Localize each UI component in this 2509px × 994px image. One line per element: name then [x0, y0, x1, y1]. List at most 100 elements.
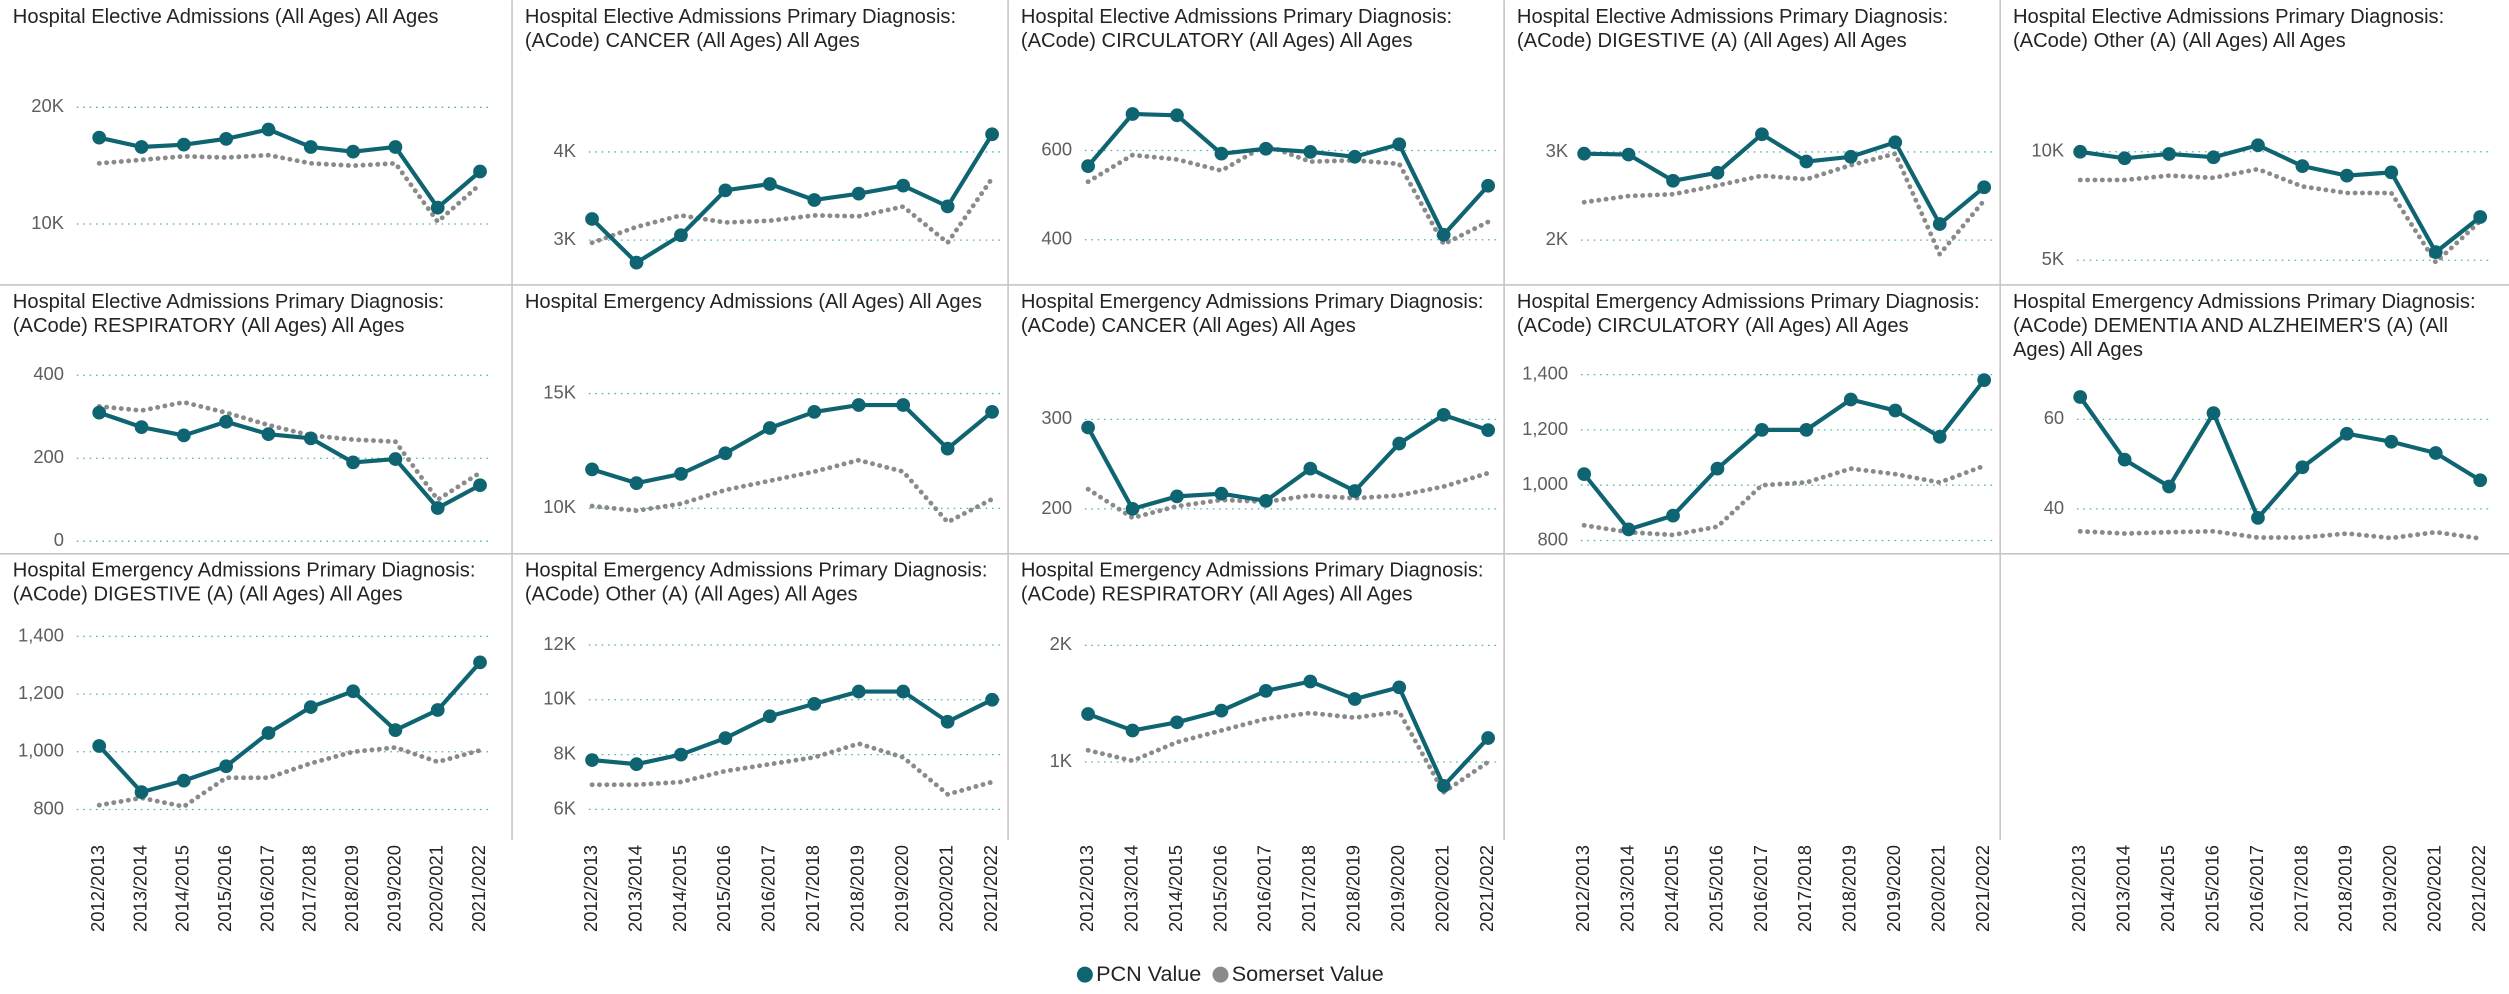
- point: [430, 501, 445, 515]
- series-line: [1581, 463, 1987, 538]
- series-line: [2078, 394, 2483, 520]
- point: [2473, 210, 2488, 224]
- point: [1481, 423, 1495, 438]
- series-line: [1085, 470, 1491, 521]
- point: [2295, 159, 2310, 173]
- x-tick-label: 2015/2016: [214, 845, 235, 932]
- y-tick-label: 5K: [2042, 248, 2065, 269]
- point: [985, 405, 999, 419]
- point: [2339, 426, 2354, 441]
- legend-swatch: [1212, 966, 1229, 983]
- series-line: [1085, 709, 1491, 795]
- y-tick-label: 10K: [2031, 140, 2064, 161]
- x-tick-label: 2021/2022: [980, 845, 1001, 932]
- point: [261, 122, 276, 137]
- y-tick-label: 200: [1041, 497, 1072, 518]
- point: [1977, 180, 1992, 195]
- x-tick-label: 2016/2017: [2246, 845, 2267, 932]
- panel: Hospital Emergency Admissions (All Ages)…: [525, 291, 1005, 525]
- point: [261, 427, 276, 442]
- point: [388, 452, 403, 466]
- x-tick-label: 2021/2022: [2468, 845, 2489, 932]
- point: [1843, 149, 1858, 164]
- series-line: [96, 152, 483, 225]
- y-tick-label: 60: [2044, 407, 2064, 428]
- panel: Hospital Elective Admissions Primary Dia…: [13, 291, 493, 550]
- y-tick-label: 6K: [554, 797, 577, 818]
- panel: Hospital Elective Admissions Primary Dia…: [525, 6, 1005, 270]
- x-tick-label: 2019/2020: [2379, 845, 2400, 932]
- x-tick-label: 2016/2017: [1750, 845, 1771, 932]
- panel-title: Hospital Elective Admissions Primary Dia…: [13, 291, 444, 313]
- point: [1481, 178, 1495, 193]
- point: [176, 773, 191, 788]
- point: [1214, 486, 1229, 501]
- point: [851, 186, 866, 201]
- y-tick-label: 20K: [31, 95, 64, 116]
- x-tick-label: 2017/2018: [802, 845, 823, 932]
- point: [1347, 692, 1362, 706]
- point: [1843, 392, 1858, 407]
- x-tick-label: 2015/2016: [2201, 845, 2222, 932]
- y-tick-label: 1,000: [18, 740, 64, 761]
- point: [1303, 674, 1318, 689]
- x-tick-label: 2019/2020: [891, 845, 912, 932]
- point: [2162, 147, 2176, 161]
- point: [1577, 467, 1592, 482]
- series-line: [96, 399, 483, 503]
- point: [346, 144, 360, 159]
- y-tick-label: 2K: [1050, 633, 1073, 654]
- series-line: [1086, 679, 1491, 788]
- point: [718, 731, 733, 746]
- y-tick-label: 10K: [31, 212, 64, 233]
- point: [807, 405, 822, 419]
- point: [1888, 403, 1903, 418]
- series-line: [2077, 528, 2483, 541]
- legend-label: Somerset Value: [1232, 961, 1384, 986]
- x-tick-label: 2012/2013: [87, 845, 108, 932]
- y-tick-label: 1,200: [1522, 418, 1568, 439]
- point: [388, 723, 403, 738]
- point: [1170, 489, 1184, 504]
- panel-title: (ACode) DIGESTIVE (A) (All Ages) All Age…: [1517, 30, 1907, 52]
- point: [2428, 245, 2443, 260]
- x-tick-label: 2021/2022: [1972, 845, 1993, 932]
- point: [430, 703, 445, 717]
- x-tick-label: 2019/2020: [383, 845, 404, 932]
- panel-title: Hospital Elective Admissions Primary Dia…: [1517, 6, 1948, 28]
- series-line: [1582, 378, 1987, 532]
- point: [762, 177, 777, 191]
- point: [762, 421, 777, 435]
- y-tick-label: 1,200: [18, 682, 64, 703]
- panel-title: Hospital Elective Admissions Primary Dia…: [1021, 6, 1452, 28]
- x-tick-label: 2012/2013: [1076, 845, 1097, 932]
- point: [2073, 390, 2088, 404]
- point: [585, 462, 599, 477]
- y-tick-label: 600: [1041, 138, 1072, 159]
- x-tick-label: 2018/2019: [2335, 845, 2356, 932]
- point: [1303, 461, 1318, 476]
- point: [1888, 135, 1903, 150]
- x-tick-label: 2013/2014: [1616, 845, 1637, 932]
- series-line: [2077, 166, 2483, 265]
- y-tick-label: 1,000: [1522, 473, 1568, 494]
- point: [92, 739, 107, 753]
- x-tick-label: 2013/2014: [624, 845, 645, 932]
- point: [807, 193, 822, 207]
- y-tick-label: 2K: [1546, 228, 1569, 249]
- panel-title: Hospital Emergency Admissions Primary Di…: [1021, 291, 1484, 313]
- point: [2117, 452, 2132, 467]
- series-line: [589, 741, 995, 797]
- point: [134, 420, 149, 435]
- y-tick-label: 15K: [543, 381, 576, 402]
- y-tick-label: 1,400: [18, 624, 64, 645]
- panel-title: (ACode) DEMENTIA AND ALZHEIMER'S (A) (Al…: [2013, 315, 2448, 337]
- point: [473, 655, 487, 670]
- x-tick-label: 2016/2017: [1254, 845, 1275, 932]
- point: [940, 199, 955, 214]
- series-line: [1085, 142, 1491, 247]
- legend: PCN Value Somerset Value: [1076, 961, 1384, 986]
- point: [2073, 144, 2088, 159]
- panel-title: Hospital Emergency Admissions Primary Di…: [2013, 291, 2476, 313]
- y-tick-label: 10K: [543, 496, 576, 517]
